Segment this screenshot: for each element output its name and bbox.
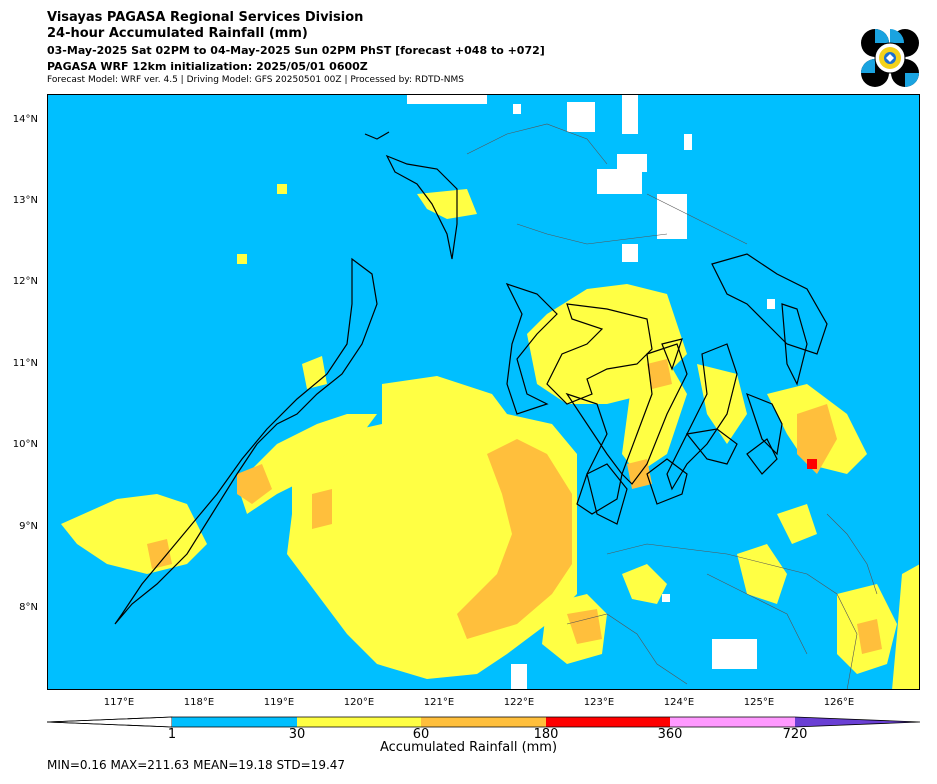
title-office: Visayas PAGASA Regional Services Divisio… [47, 10, 364, 25]
title-model-info: Forecast Model: WRF ver. 4.5 | Driving M… [47, 75, 464, 85]
lat-label-12: 12°N [12, 276, 38, 287]
colorbar-tick-180: 180 [533, 727, 559, 742]
pagasa-logo [861, 29, 919, 87]
lon-label-123: 123°E [583, 697, 615, 708]
title-initialization: PAGASA WRF 12km initialization: 2025/05/… [47, 60, 368, 73]
colorbar-segment-60-180 [421, 717, 546, 727]
colorbar-tick-720: 720 [782, 727, 808, 742]
colorbar-above-triangle [795, 717, 920, 727]
colorbar-segment-360-720 [670, 717, 795, 727]
colorbar-tick-30: 30 [288, 727, 306, 742]
colorbar-segment-30-60 [297, 717, 421, 727]
lon-label-117: 117°E [103, 697, 135, 708]
lat-label-13: 13°N [12, 195, 38, 206]
lon-label-118: 118°E [183, 697, 215, 708]
rainfall-field-heavy [147, 359, 882, 654]
lat-label-11: 11°N [12, 358, 38, 369]
no-rain-patches [407, 94, 775, 690]
coastlines [114, 131, 828, 625]
max-rainfall-cell [807, 459, 817, 469]
province-boundaries [466, 123, 878, 691]
lon-label-125: 125°E [743, 697, 775, 708]
rainfall-statistics: MIN=0.16 MAX=211.63 MEAN=19.18 STD=19.47 [47, 758, 346, 772]
colorbar-tick-1: 1 [167, 727, 177, 742]
colorbar-title: Accumulated Rainfall (mm) [379, 740, 558, 755]
colorbar-below-triangle [47, 716, 173, 728]
lat-label-14: 14°N [12, 114, 38, 125]
lon-label-row: 117°E 118°E 119°E 120°E 121°E 122°E 123°… [0, 697, 937, 711]
lat-label-9: 9°N [19, 521, 38, 532]
colorbar-tick-360: 360 [657, 727, 683, 742]
lat-label-column: 14°N 13°N 12°N 11°N 10°N 9°N 8°N [0, 94, 44, 690]
colorbar-segment-1-30 [172, 717, 297, 727]
lon-label-121: 121°E [423, 697, 455, 708]
colorbar [47, 716, 920, 728]
lon-label-124: 124°E [663, 697, 695, 708]
rainfall-map [43, 94, 920, 694]
title-product: 24-hour Accumulated Rainfall (mm) [47, 26, 308, 41]
lon-label-120: 120°E [343, 697, 375, 708]
lon-label-119: 119°E [263, 697, 295, 708]
lat-label-8: 8°N [19, 602, 38, 613]
colorbar-segment-180-360 [546, 717, 670, 727]
lon-label-126: 126°E [823, 697, 855, 708]
lat-label-10: 10°N [12, 439, 38, 450]
lon-label-122: 122°E [503, 697, 535, 708]
map-frame [47, 94, 920, 690]
map-canvas [43, 94, 920, 694]
colorbar-tick-60: 60 [412, 727, 430, 742]
title-validity: 03-May-2025 Sat 02PM to 04-May-2025 Sun … [47, 44, 545, 57]
